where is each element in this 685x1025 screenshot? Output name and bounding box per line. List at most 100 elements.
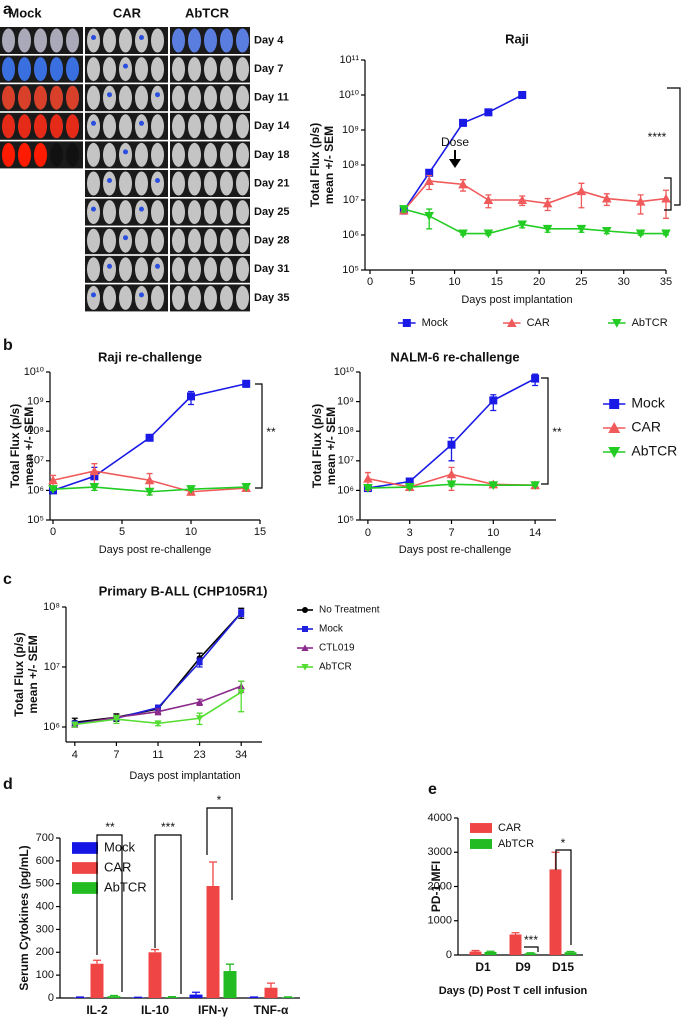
mouse [188,29,201,53]
mouse [34,143,47,167]
mouse [151,86,164,110]
x-tick-label: 5 [119,526,125,538]
signal-spot [139,207,144,212]
mouse [172,172,185,196]
y-tick-label: 10⁷ [338,455,354,467]
day-label: Day 35 [254,292,289,304]
signal-spot [107,92,112,97]
mouse [87,29,100,53]
mouse [151,172,164,196]
mouse [50,29,63,53]
x-tick-label: 15 [491,276,503,288]
signal-spot [155,264,160,269]
mouse [204,257,217,281]
signal-spot [123,149,128,154]
signal-spot [91,207,96,212]
x-tick-label: 5 [409,276,415,288]
marker [531,375,539,383]
bar [207,886,220,998]
mouse [204,200,217,224]
x-tick-label: 14 [529,527,541,539]
y-axis-label: mean +/- SEM [22,407,36,485]
mouse [220,200,233,224]
day-label: Day 25 [254,206,289,218]
mouse [119,172,132,196]
y-tick-label: 10⁸ [43,601,60,613]
error-bar [192,992,200,994]
mouse [66,86,79,110]
mouse [220,257,233,281]
x-tick-label: 34 [235,749,247,761]
marker [90,466,100,475]
bar [91,964,104,998]
y-axis-label: Total Flux (p/s) [310,404,324,488]
error-bar [472,951,480,952]
mouse [66,29,79,53]
mouse [188,229,201,253]
y-tick-label: 10⁵ [342,264,359,276]
error-bar [238,681,244,711]
legend-label: AbTCR [498,838,534,850]
mouse [135,200,148,224]
x-tick-label: IFN-γ [198,1003,228,1017]
mouse [236,286,249,310]
y-tick-label: 400 [36,900,54,912]
bar [550,869,562,955]
x-tick-label: 4 [72,749,78,761]
x-tick-label: 10 [448,276,460,288]
mouse [18,114,31,138]
bar [470,952,482,955]
y-tick-label: 10⁷ [44,661,60,673]
mouse [151,143,164,167]
x-tick-label: D1 [475,960,491,974]
chart-title: NALM-6 re-challenge [390,349,519,364]
legend-swatch [72,882,98,894]
dose-arrowhead [449,159,461,168]
error-bar [487,951,495,952]
y-tick-label: 0 [446,949,452,961]
mouse [204,57,217,81]
mouse [103,86,116,110]
x-tick-label: 11 [152,749,163,761]
y-axis-label: mean +/- SEM [324,407,338,485]
x-tick-label: 0 [50,526,56,538]
marker [187,392,195,400]
marker [146,434,154,442]
mouse [188,143,201,167]
mouse [236,57,249,81]
mouse [172,143,185,167]
mouse [2,143,15,167]
signal-spot [91,292,96,297]
error-bar [209,862,217,886]
y-tick-label: 700 [36,832,54,844]
day-label: Day 28 [254,235,289,247]
legend-label: Mock [631,395,665,411]
y-tick-label: 10¹⁰ [339,89,360,101]
mouse [119,229,132,253]
signal-spot [123,64,128,69]
mouse [103,229,116,253]
marker [242,380,250,388]
annotation: * [561,836,566,850]
mouse [204,86,217,110]
mouse [135,114,148,138]
mouse [236,172,249,196]
mouse [66,57,79,81]
bar [485,952,497,955]
mouse [87,257,100,281]
mouse [135,257,148,281]
image-column-label: CAR [113,5,142,20]
y-axis-label: Serum Cytokines (pg/mL) [17,845,31,990]
legend-swatch [72,862,98,874]
legend-label: AbTCR [632,317,668,329]
mouse [119,257,132,281]
mouse [119,114,132,138]
mouse [220,229,233,253]
annotation: * [217,793,222,807]
legend-marker [302,607,308,613]
mouse [119,286,132,310]
mouse [151,286,164,310]
mouse [50,114,63,138]
y-tick-label: 10⁵ [337,514,354,526]
error-bar [110,995,118,996]
